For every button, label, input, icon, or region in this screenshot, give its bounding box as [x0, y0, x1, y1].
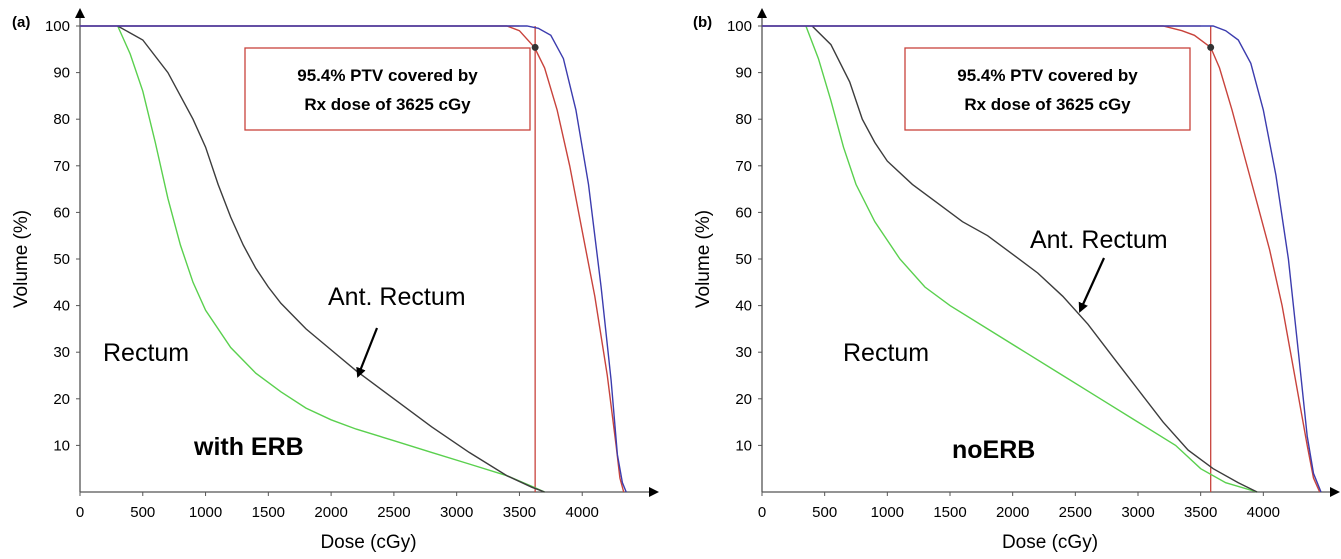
ant-rectum-arrow	[356, 327, 379, 378]
x-tick-label: 500	[812, 504, 837, 521]
dvh-curve-3	[762, 25, 1322, 493]
x-tick-label: 2500	[377, 504, 410, 521]
x-tick-label: 2500	[1059, 504, 1092, 521]
y-tick-label: 70	[735, 158, 752, 175]
y-tick-label: 30	[735, 344, 752, 361]
y-tick-label: 80	[735, 111, 752, 128]
rectum-label: Rectum	[843, 339, 929, 367]
chart-panel-b: 0 500 1000 1500 2000 2500 3000 3500 4000 10 20 30 40…	[693, 8, 1340, 553]
coverage-point-marker	[1207, 43, 1215, 51]
x-tick-label: 0	[758, 504, 766, 521]
y-axis-title: Volume (%)	[11, 210, 32, 308]
dvh-curve-ant-rectum	[117, 25, 545, 493]
y-tick-label: 90	[735, 65, 752, 82]
y-tick-label: 100	[727, 18, 752, 35]
x-tick-label: 1000	[871, 504, 904, 521]
y-tick-label: 60	[735, 204, 752, 221]
condition-label: with ERB	[193, 433, 304, 461]
dvh-curve-2	[762, 25, 1321, 493]
x-tick-label: 1500	[252, 504, 285, 521]
x-tick-label: 0	[76, 504, 84, 521]
y-tick-label: 100	[45, 18, 70, 35]
y-tick-label: 70	[53, 158, 70, 175]
y-axis-title: Volume (%)	[693, 210, 714, 308]
x-tick-label: 3000	[440, 504, 473, 521]
coverage-point-marker	[531, 43, 539, 51]
dvh-curve-ant-rectum	[811, 25, 1258, 493]
panel-label: (b)	[693, 14, 712, 31]
chart-panel-a: 0 500 1000 1500 2000 2500 3000 3500 4000 10 20 30 40…	[11, 8, 659, 553]
x-tick-label: 1500	[933, 504, 966, 521]
x-tick-label: 500	[130, 504, 155, 521]
y-tick-label: 60	[53, 204, 70, 221]
coverage-text-line2: Rx dose of 3625 cGy	[964, 95, 1131, 114]
x-tick-label: 3500	[503, 504, 536, 521]
condition-label: noERB	[952, 436, 1035, 464]
x-tick-label: 4000	[1247, 504, 1280, 521]
dvh-curve-3	[80, 25, 627, 493]
coverage-annotation-box	[904, 47, 1191, 131]
y-tick-label: 80	[53, 111, 70, 128]
y-tick-label: 90	[53, 65, 70, 82]
dvh-curve-rectum	[117, 25, 545, 493]
x-tick-label: 3000	[1121, 504, 1154, 521]
x-tick-label: 3500	[1184, 504, 1217, 521]
rectum-label: Rectum	[103, 339, 189, 367]
y-tick-label: 40	[735, 298, 752, 315]
y-tick-label: 20	[53, 391, 70, 408]
x-tick-label: 4000	[566, 504, 599, 521]
x-tick-label: 1000	[189, 504, 222, 521]
x-tick-label: 2000	[996, 504, 1029, 521]
panel-label: (a)	[12, 14, 30, 31]
ant-rectum-label: Ant. Rectum	[1030, 226, 1168, 254]
ant-rectum-label: Ant. Rectum	[328, 283, 466, 311]
y-tick-label: 50	[735, 251, 752, 268]
coverage-text-line1: 95.4% PTV covered by	[297, 66, 478, 85]
dvh-curve-rectum	[805, 25, 1258, 493]
y-tick-label: 30	[53, 344, 70, 361]
x-tick-label: 2000	[314, 504, 347, 521]
coverage-text-line1: 95.4% PTV covered by	[957, 66, 1138, 85]
y-tick-label: 50	[53, 251, 70, 268]
y-tick-label: 10	[53, 437, 70, 454]
coverage-annotation-box	[244, 47, 531, 131]
coverage-text-line2: Rx dose of 3625 cGy	[304, 95, 471, 114]
y-tick-label: 20	[735, 391, 752, 408]
x-axis-title: Dose (cGy)	[320, 532, 416, 553]
x-axis-title: Dose (cGy)	[1002, 532, 1098, 553]
y-tick-label: 40	[53, 298, 70, 315]
ant-rectum-arrow	[1078, 257, 1106, 313]
y-tick-label: 10	[735, 437, 752, 454]
